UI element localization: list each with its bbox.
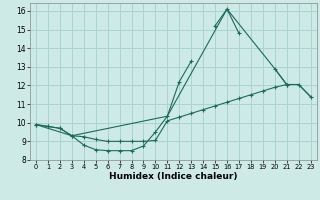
X-axis label: Humidex (Indice chaleur): Humidex (Indice chaleur) [109, 172, 237, 181]
